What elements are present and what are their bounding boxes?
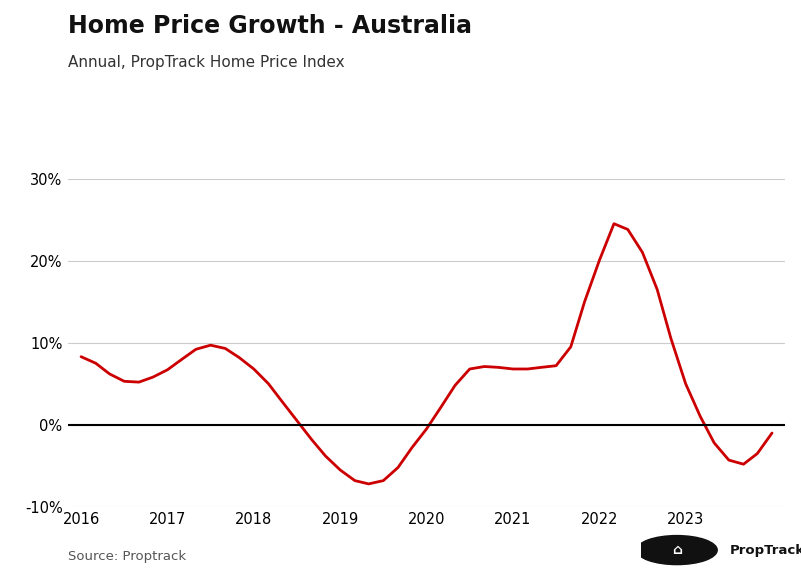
Text: Home Price Growth - Australia: Home Price Growth - Australia [68, 14, 472, 39]
Circle shape [645, 539, 709, 562]
Circle shape [637, 536, 717, 564]
Text: ⌂: ⌂ [672, 543, 682, 557]
Text: Source: Proptrack: Source: Proptrack [68, 550, 186, 563]
Text: Annual, PropTrack Home Price Index: Annual, PropTrack Home Price Index [68, 55, 344, 70]
Text: PropTrack: PropTrack [731, 544, 801, 556]
